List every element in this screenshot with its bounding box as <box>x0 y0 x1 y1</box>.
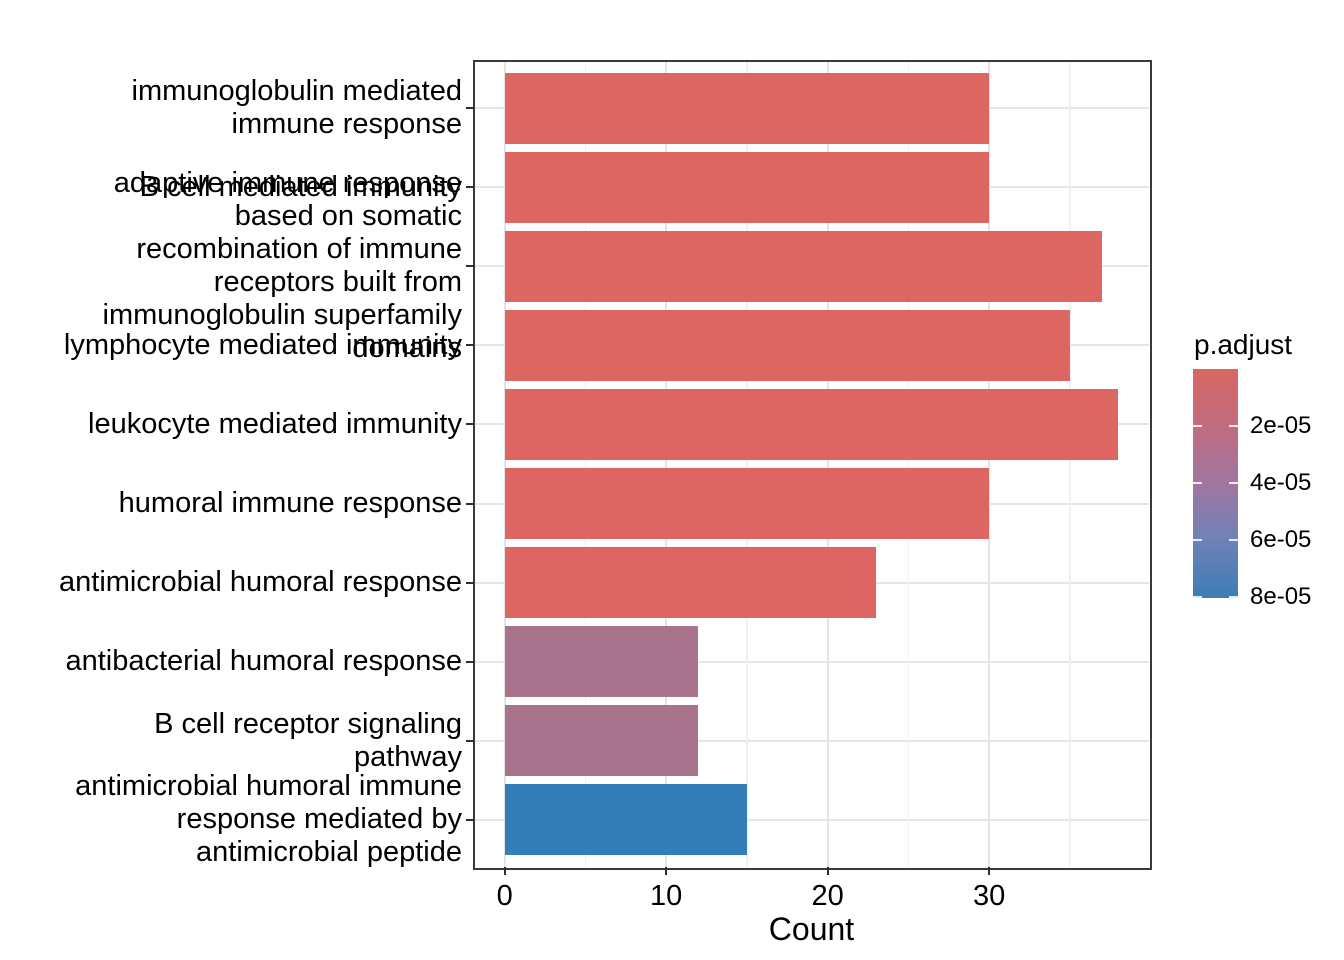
y-axis-label: antimicrobial humoral response <box>59 566 462 599</box>
x-tick-label: 30 <box>972 880 1006 912</box>
y-axis-label: antimicrobial humoral immune response me… <box>75 770 462 869</box>
legend-tick-mark <box>1193 424 1202 427</box>
y-tick-mark <box>466 739 474 742</box>
legend-tick-mark <box>1193 595 1202 598</box>
x-tick-label: 20 <box>811 880 844 912</box>
legend-tick-mark <box>1229 481 1238 484</box>
bar-2 <box>504 230 1103 302</box>
bar-7 <box>504 625 699 698</box>
y-tick-mark <box>466 502 474 505</box>
legend-title: p.adjust <box>1194 329 1293 360</box>
gridline-vertical-minor <box>907 61 910 867</box>
gridline-vertical-minor <box>1069 61 1071 867</box>
y-tick-mark <box>466 660 474 663</box>
y-tick-mark <box>466 818 474 821</box>
gridline-vertical-minor <box>584 61 587 867</box>
y-axis-label: antibacterial humoral response <box>65 645 462 678</box>
gridline-vertical-major <box>988 61 991 867</box>
legend-tick-label: 2e-05 <box>1250 411 1312 439</box>
y-axis-label: adaptive immune response based on somati… <box>102 167 462 365</box>
x-tick-mark <box>988 867 991 875</box>
legend-tick-mark <box>1229 595 1238 598</box>
legend-tick-label: 6e-05 <box>1250 525 1312 553</box>
legend-tick-label: 8e-05 <box>1250 582 1312 610</box>
y-axis-label: B cell receptor signaling pathway <box>154 707 462 773</box>
legend-tick-label: 4e-05 <box>1250 468 1312 496</box>
bar-8 <box>504 705 699 777</box>
gridline-vertical-major <box>503 61 506 867</box>
gridline-vertical-major <box>826 61 829 867</box>
gridline-horizontal <box>474 660 1149 663</box>
y-axis-label: humoral immune response <box>118 487 462 519</box>
bar-1 <box>504 151 990 223</box>
x-tick-label: 0 <box>496 880 513 912</box>
legend-tick-mark <box>1229 538 1238 541</box>
gridline-horizontal <box>474 818 1149 821</box>
legend-tick-mark <box>1193 538 1202 541</box>
y-tick-mark <box>466 344 474 347</box>
y-tick-mark <box>466 423 474 426</box>
y-axis-label: immunoglobulin mediated immune response <box>131 75 462 141</box>
x-tick-mark <box>503 867 506 875</box>
bar-6 <box>504 546 877 619</box>
bar-0 <box>504 72 990 144</box>
y-tick-mark <box>466 265 474 268</box>
bar-5 <box>504 467 990 540</box>
legend: p.adjust 2e-05 4e-05 6e-05 8e-05 <box>1193 328 1344 618</box>
legend-tick-mark <box>1229 424 1238 427</box>
y-tick-mark <box>466 581 474 584</box>
bar-4 <box>504 388 1119 461</box>
gridline-horizontal <box>474 739 1149 742</box>
bar-9 <box>504 784 747 856</box>
x-tick-label: 10 <box>650 880 683 912</box>
y-axis-label: B cell mediated immunity <box>139 170 462 203</box>
y-axis-label: leukocyte mediated immunity <box>88 407 462 440</box>
x-axis-title: Count <box>768 911 855 947</box>
y-tick-mark <box>466 107 474 110</box>
plot-panel <box>474 61 1149 867</box>
x-tick-mark <box>665 867 668 875</box>
y-axis-label: lymphocyte mediated immunity <box>63 328 462 361</box>
gridline-vertical-major <box>665 61 668 867</box>
legend-tick-mark <box>1193 481 1202 484</box>
x-tick-mark <box>826 867 829 875</box>
bar-3 <box>504 309 1070 382</box>
gridline-vertical-minor <box>746 61 748 867</box>
y-tick-mark <box>466 186 474 189</box>
